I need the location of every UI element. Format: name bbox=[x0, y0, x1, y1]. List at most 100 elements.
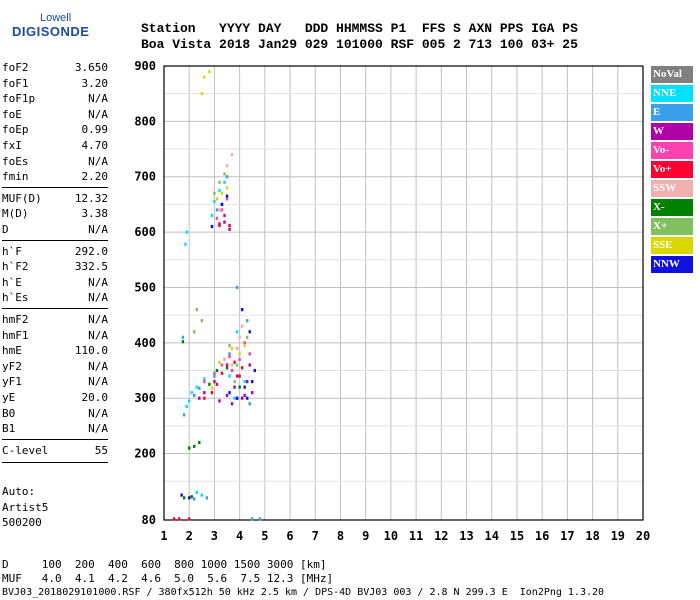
param-key: h`Es bbox=[2, 291, 29, 305]
data-point-x- bbox=[198, 440, 201, 445]
data-point-ssw bbox=[223, 357, 226, 362]
param-value: 0.99 bbox=[81, 123, 109, 137]
data-point-e bbox=[205, 496, 209, 500]
ionogram-chart: 1 2 3 4 5 6 7 8 9 10 11 12 13 14 15 16 17 18 19 20802003004… bbox=[134, 59, 650, 543]
x-tick-label: 2 bbox=[186, 529, 193, 543]
data-point-ssw bbox=[218, 208, 221, 212]
data-point-e bbox=[258, 517, 261, 521]
data-point-e bbox=[213, 374, 216, 378]
data-point-w bbox=[238, 374, 241, 378]
param-key: h`F2 bbox=[2, 260, 29, 274]
data-point-w bbox=[198, 396, 201, 400]
y-tick-label: 700 bbox=[134, 170, 156, 184]
x-tick-label: 13 bbox=[459, 529, 473, 543]
data-point-x- bbox=[195, 308, 198, 312]
data-point-vo- bbox=[220, 371, 224, 375]
data-point-x- bbox=[225, 366, 229, 370]
data-point-w bbox=[225, 393, 229, 398]
data-point-ssw bbox=[240, 324, 244, 328]
data-point-e bbox=[198, 386, 201, 390]
data-point-sse bbox=[220, 191, 224, 195]
data-point-x- bbox=[215, 368, 219, 373]
data-point-nnw bbox=[245, 396, 249, 400]
x-tick-label: 15 bbox=[510, 529, 524, 543]
param-value: N/A bbox=[88, 328, 108, 342]
y-tick-label: 400 bbox=[134, 336, 156, 350]
param-row-h-f2: h`F2 332.5 bbox=[2, 259, 108, 274]
x-tick-label: 16 bbox=[535, 529, 549, 543]
data-point-ssw bbox=[238, 335, 241, 339]
data-point-w bbox=[240, 396, 244, 400]
legend-item-vo-: Vo- bbox=[651, 142, 693, 159]
param-key: B1 bbox=[2, 422, 16, 436]
param-value: 292.0 bbox=[74, 244, 108, 258]
param-value: N/A bbox=[88, 406, 108, 420]
data-point-nne bbox=[213, 200, 216, 204]
param-row-b1: B1 N/A bbox=[2, 421, 108, 436]
param-row-h-e: h`E N/A bbox=[2, 275, 108, 290]
param-key: h`F bbox=[2, 244, 22, 258]
data-point-e bbox=[248, 402, 251, 406]
y-tick-label: 600 bbox=[134, 225, 156, 239]
data-point-vo- bbox=[238, 357, 241, 362]
data-point-vo- bbox=[213, 379, 216, 384]
param-row-muf-d-: MUF(D) 12.32 bbox=[2, 191, 108, 206]
param-separator bbox=[2, 462, 108, 464]
data-point-x- bbox=[182, 496, 186, 500]
data-point-sse bbox=[203, 75, 206, 79]
data-point-vo- bbox=[218, 222, 221, 226]
legend-item-x-: X+ bbox=[651, 218, 693, 235]
param-row-hmf1: hmF1 N/A bbox=[2, 328, 108, 343]
data-point-w bbox=[223, 220, 226, 224]
param-value: N/A bbox=[88, 92, 108, 106]
data-point-x- bbox=[238, 385, 241, 389]
param-value: 12.32 bbox=[74, 191, 108, 205]
data-point-sse bbox=[243, 343, 246, 348]
param-key: B0 bbox=[2, 406, 16, 420]
data-point-e bbox=[225, 175, 229, 179]
data-point-e bbox=[182, 413, 186, 417]
data-point-sse bbox=[215, 197, 219, 201]
data-point-nnw bbox=[248, 330, 251, 334]
param-separator bbox=[2, 438, 108, 440]
data-point-vo- bbox=[177, 517, 181, 521]
param-row-c-level: C-level 55 bbox=[2, 443, 108, 458]
data-point-sse bbox=[238, 352, 241, 356]
data-point-w bbox=[203, 391, 206, 395]
param-separator bbox=[2, 186, 108, 188]
auto-version: 500200 bbox=[2, 516, 42, 529]
data-point-nnw bbox=[240, 308, 244, 312]
legend-item-nne: NNE bbox=[651, 85, 693, 102]
x-tick-label: 11 bbox=[409, 529, 423, 543]
data-point-vo- bbox=[243, 341, 246, 345]
data-point-w bbox=[233, 385, 236, 389]
data-point-x- bbox=[213, 191, 216, 195]
data-point-w bbox=[251, 391, 254, 395]
param-row-d: D N/A bbox=[2, 222, 108, 237]
param-row-fmin: fmin 2.20 bbox=[2, 169, 108, 184]
param-value: 3.650 bbox=[74, 61, 108, 74]
data-point-e bbox=[215, 208, 219, 212]
data-point-nne bbox=[190, 391, 193, 395]
param-value: N/A bbox=[88, 154, 108, 168]
data-point-x- bbox=[245, 335, 249, 339]
data-point-vo- bbox=[233, 360, 236, 364]
logo-digisonde: DIGISONDE bbox=[12, 24, 90, 39]
data-point-x- bbox=[228, 343, 231, 348]
x-tick-label: 12 bbox=[434, 529, 448, 543]
data-point-vo- bbox=[223, 213, 226, 218]
data-point-vo- bbox=[248, 352, 251, 356]
data-point-nnw bbox=[228, 391, 231, 395]
param-row-hmf2: hmF2 N/A bbox=[2, 312, 108, 327]
x-tick-label: 17 bbox=[560, 529, 574, 543]
param-key: fmin bbox=[2, 170, 29, 184]
param-key: yF2 bbox=[2, 359, 22, 373]
data-point-nnw bbox=[243, 385, 246, 389]
x-tick-label: 10 bbox=[384, 529, 398, 543]
param-value: 4.70 bbox=[81, 139, 109, 152]
param-key: foEs bbox=[2, 154, 29, 168]
header-labels: Station YYYY DAY DDD HHMMSS P1 FFS S AXN… bbox=[141, 21, 578, 36]
param-row-b0: B0 N/A bbox=[2, 406, 108, 421]
data-point-nne bbox=[223, 180, 226, 184]
param-value: 2.20 bbox=[81, 170, 109, 184]
